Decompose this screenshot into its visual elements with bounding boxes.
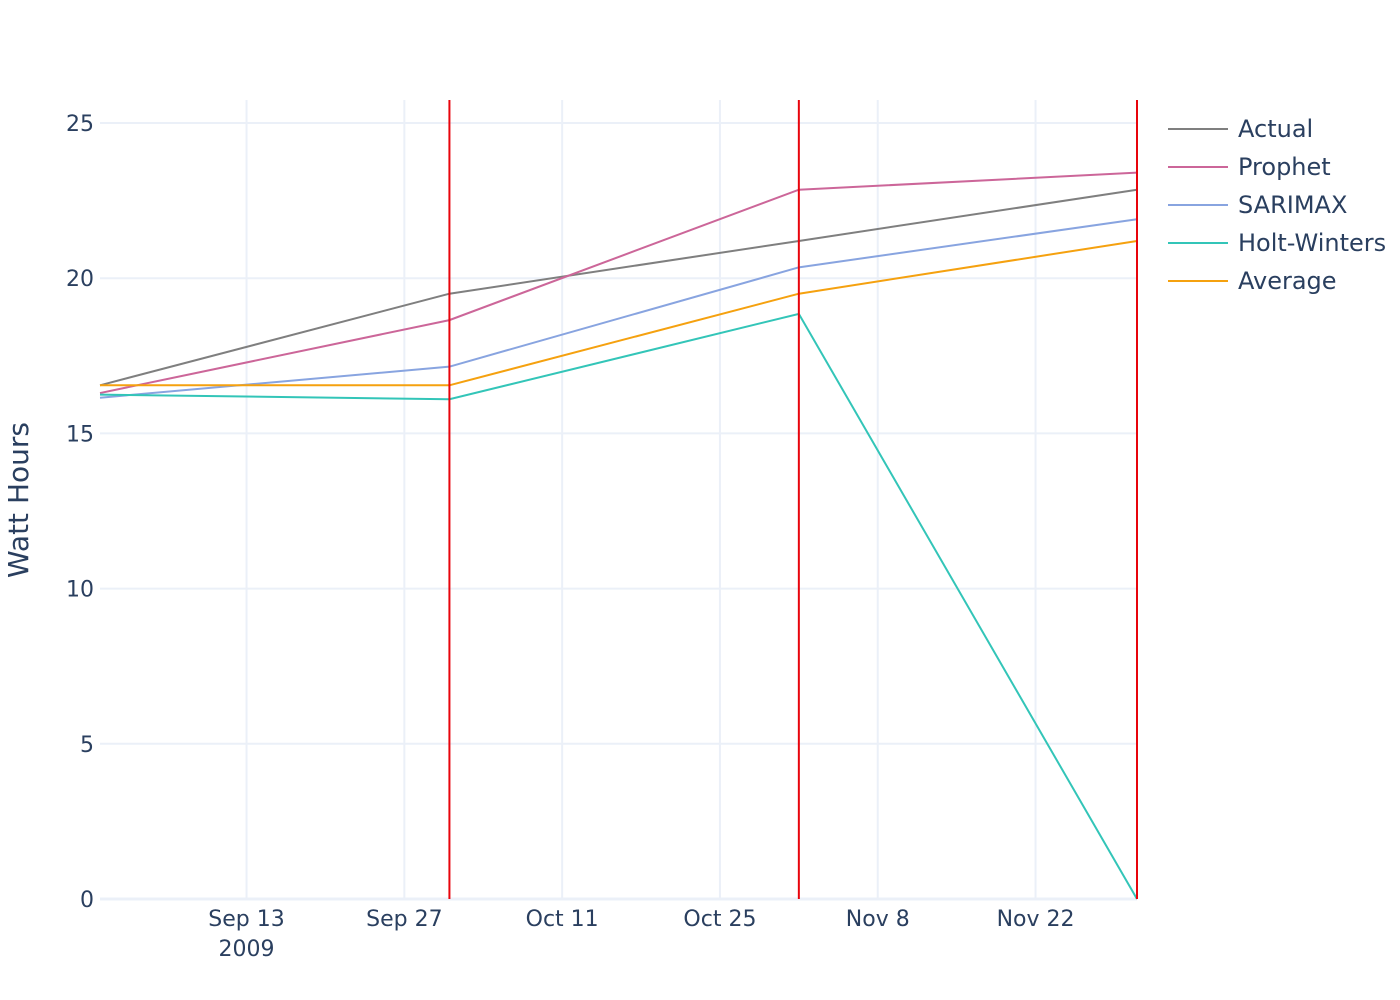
legend-label: Prophet [1238, 153, 1331, 181]
x-tick-label: Nov 8 [846, 907, 910, 932]
y-tick-label: 25 [66, 112, 94, 137]
y-tick-label: 0 [80, 888, 94, 913]
legend-label: SARIMAX [1238, 191, 1347, 219]
series-lines [99, 171, 1138, 900]
x-axis-ticks: Sep 13 2009 Sep 27 Oct 11 Oct 25 Nov 8 Nov 22 [208, 907, 1074, 962]
series-line-holt-winters [99, 312, 1138, 900]
x-tick-label: Sep 13 [208, 907, 284, 932]
x-tick-year-label: 2009 [219, 937, 275, 962]
gridlines [100, 100, 1137, 901]
x-tick-label: Sep 27 [366, 907, 442, 932]
y-axis-title: Watt Hours [2, 422, 35, 578]
legend-label: Average [1238, 267, 1337, 295]
legend-item[interactable]: SARIMAX [1168, 191, 1347, 219]
x-tick-label: Oct 25 [683, 907, 756, 932]
legend-item[interactable]: Holt-Winters [1168, 229, 1386, 257]
y-tick-label: 15 [66, 422, 94, 447]
x-tick-label: Nov 22 [997, 907, 1075, 932]
x-tick-label: Oct 11 [526, 907, 599, 932]
y-tick-label: 20 [66, 267, 94, 292]
legend-item[interactable]: Average [1168, 267, 1337, 295]
series-line-actual [99, 188, 1138, 387]
series-line-prophet [99, 171, 1138, 395]
legend-item[interactable]: Actual [1168, 115, 1313, 143]
y-tick-label: 5 [80, 733, 94, 758]
legend-item[interactable]: Prophet [1168, 153, 1331, 181]
legend-label: Holt-Winters [1238, 229, 1386, 257]
series-line-sarimax [99, 218, 1138, 399]
legend-label: Actual [1238, 115, 1313, 143]
y-tick-label: 10 [66, 578, 94, 603]
legend[interactable]: Actual Prophet SARIMAX Holt-Winters Average [1168, 115, 1386, 295]
y-axis-ticks: 0 5 10 15 20 25 [66, 112, 94, 913]
series-line-average [100, 239, 1138, 387]
